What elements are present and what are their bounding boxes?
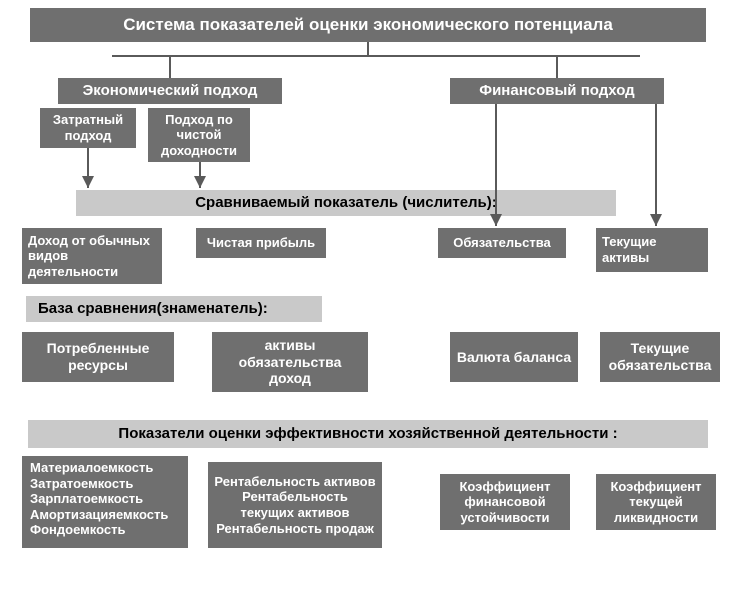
approach-financial-label: Финансовый подход — [479, 82, 634, 100]
denominator-box-4: Текущие обязательства — [600, 332, 720, 382]
denominator-box-2-line1: активы — [265, 337, 316, 354]
denominator-box-3: Валюта баланса — [450, 332, 578, 382]
denominator-box-2-line2: обязательства — [239, 354, 342, 371]
denominator-box-2-line3: доход — [269, 370, 311, 387]
indicator-box-2: Рентабельность активов Рентабельность те… — [208, 462, 382, 548]
subapproach-netprofit-label: Подход по чистой доходности — [154, 112, 244, 159]
indicator-box-1: Материалоемкость Затратоемкость Зарплато… — [22, 456, 188, 548]
diagram-title: Система показателей оценки экономическог… — [30, 8, 706, 42]
denominator-box-1-label: Потребленные ресурсы — [28, 340, 168, 374]
title-text: Система показателей оценки экономическог… — [123, 15, 613, 35]
indicator-box-1-line4: Амортизацияемкость — [30, 507, 168, 523]
subapproach-netprofit: Подход по чистой доходности — [148, 108, 250, 162]
indicator-box-4: Коэффициент текущей ликвидности — [596, 474, 716, 530]
numerator-box-3-label: Обязательства — [453, 235, 551, 251]
numerator-band: Сравниваемый показатель (числитель): — [76, 190, 616, 216]
numerator-box-3: Обязательства — [438, 228, 566, 258]
indicator-box-2-line2: Рентабельность текущих активов — [214, 489, 376, 520]
denominator-box-3-label: Валюта баланса — [457, 349, 571, 366]
denominator-band: База сравнения(знаменатель): — [26, 296, 322, 322]
numerator-box-1-label: Доход от обычных видов деятельности — [28, 233, 156, 280]
indicator-box-1-line5: Фондоемкость — [30, 522, 125, 538]
denominator-band-label: База сравнения(знаменатель): — [38, 300, 268, 318]
indicator-box-1-line3: Зарплатоемкость — [30, 491, 143, 507]
indicator-box-2-line3: Рентабельность продаж — [216, 521, 374, 537]
indicator-box-2-line1: Рентабельность активов — [214, 474, 375, 490]
indicator-box-1-line2: Затратоемкость — [30, 476, 133, 492]
indicators-band-label: Показатели оценки эффективности хозяйств… — [118, 425, 617, 443]
numerator-box-4-label: Текущие активы — [602, 234, 702, 265]
numerator-box-2: Чистая прибыль — [196, 228, 326, 258]
subapproach-cost: Затратный подход — [40, 108, 136, 148]
denominator-box-2: активы обязательства доход — [212, 332, 368, 392]
approach-economic: Экономический подход — [58, 78, 282, 104]
indicator-box-4-label: Коэффициент текущей ликвидности — [602, 479, 710, 526]
subapproach-cost-label: Затратный подход — [46, 112, 130, 143]
approach-economic-label: Экономический подход — [83, 82, 258, 100]
denominator-box-1: Потребленные ресурсы — [22, 332, 174, 382]
approach-financial: Финансовый подход — [450, 78, 664, 104]
indicators-band: Показатели оценки эффективности хозяйств… — [28, 420, 708, 448]
numerator-band-label: Сравниваемый показатель (числитель): — [195, 194, 497, 212]
numerator-box-2-label: Чистая прибыль — [207, 235, 315, 251]
numerator-box-1: Доход от обычных видов деятельности — [22, 228, 162, 284]
indicator-box-3-label: Коэффициент финансовой устойчивости — [446, 479, 564, 526]
denominator-box-4-label: Текущие обязательства — [606, 340, 714, 374]
numerator-box-4: Текущие активы — [596, 228, 708, 272]
indicator-box-3: Коэффициент финансовой устойчивости — [440, 474, 570, 530]
indicator-box-1-line1: Материалоемкость — [30, 460, 153, 476]
